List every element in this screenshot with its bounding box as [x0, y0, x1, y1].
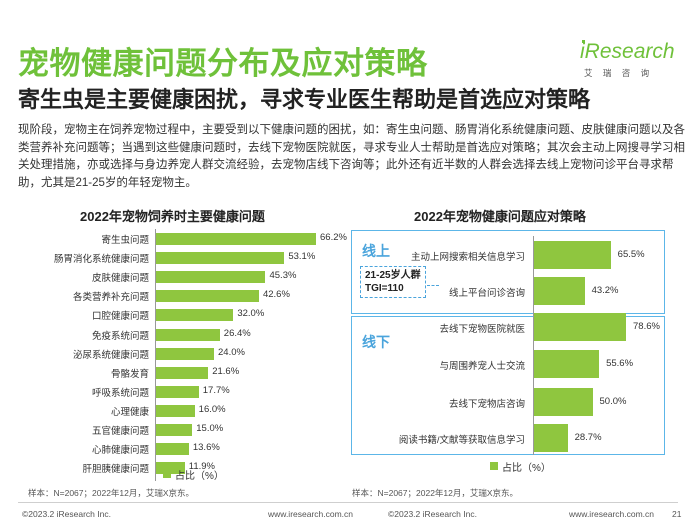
right-chart-title: 2022年宠物健康问题应对策略 [414, 209, 586, 224]
left-bar [156, 424, 193, 436]
left-value-label: 21.6% [212, 365, 240, 377]
page-subtitle: 寄生虫是主要健康困扰，寻求专业医生帮助是首选应对策略 [18, 87, 591, 112]
left-category-label: 呼吸系统问题 [91, 387, 149, 399]
right-legend-swatch [490, 462, 498, 470]
left-source-note: 样本：N=2067；2022年12月，艾瑞X京东。 [28, 488, 195, 498]
left-url: www.iresearch.com.cn [268, 509, 354, 519]
right-category-label: 与周围养宠人士交流 [439, 361, 525, 372]
offline-group-label: 线下 [362, 334, 390, 350]
age-tgi-callout: 21-25岁人群 TGI=110 [360, 266, 426, 298]
left-value-label: 11.9% [188, 461, 215, 473]
left-value-label: 53.1% [288, 251, 316, 263]
right-chart-axis [533, 236, 534, 455]
right-category-label: 线上平台问诊咨询 [448, 288, 525, 299]
left-category-label: 口腔健康问题 [91, 311, 149, 323]
left-value-label: 42.6% [262, 289, 290, 301]
right-category-label: 阅读书籍/文献等获取信息学习 [398, 435, 525, 446]
right-value-label: 28.7% [574, 432, 602, 443]
left-bar [156, 328, 220, 341]
right-bar [534, 350, 600, 378]
left-legend-swatch [163, 470, 171, 478]
right-category-label: 主动上网搜索相关信息学习 [410, 252, 525, 263]
right-bar [534, 241, 611, 269]
summary-paragraph: 现阶段，宠物主在饲养宠物过程中，主要受到以下健康问题的困扰，如：寄生虫问题、肠胃… [18, 124, 685, 189]
left-value-label: 45.3% [269, 270, 297, 282]
callout-connector [427, 285, 439, 286]
right-source-note: 样本：N=2067；2022年12月，艾瑞X京东。 [352, 488, 519, 498]
footer-divider [18, 502, 678, 503]
online-group-box [351, 230, 665, 314]
right-value-label: 65.5% [617, 249, 645, 260]
right-legend-label: 占比（%） [502, 463, 551, 474]
left-copyright: ©2023.2 iResearch Inc. [22, 509, 111, 519]
left-category-label: 泌尿系统健康问题 [72, 349, 149, 361]
logo-brand: iResearch [580, 40, 675, 63]
left-value-label: 16.0% [198, 403, 226, 415]
left-bar [156, 290, 259, 303]
offline-group-box [351, 316, 665, 455]
left-bar [156, 347, 214, 360]
left-value-label: 66.2% [320, 232, 347, 243]
left-value-label: 13.6% [192, 442, 220, 454]
left-bar [156, 309, 234, 322]
logo-dot-icon [582, 40, 585, 43]
left-value-label: 32.0% [237, 308, 265, 320]
left-bar [156, 385, 199, 398]
right-category-label: 去线下宠物医院就医 [439, 324, 525, 335]
left-category-label: 各类营养补充问题 [72, 292, 149, 304]
left-category-label: 肠胃消化系统健康问题 [53, 254, 149, 266]
right-bar [534, 424, 568, 452]
callout-line-2: TGI=110 [365, 283, 404, 294]
left-value-label: 17.7% [202, 384, 230, 396]
left-bar [156, 252, 285, 265]
left-value-label: 24.0% [218, 346, 245, 358]
left-bar [156, 366, 209, 379]
left-chart-axis [155, 229, 156, 482]
right-category-label: 去线下宠物店咨询 [448, 399, 525, 410]
online-group-label: 线上 [362, 243, 390, 259]
logo-sub: 艾 瑞 咨 询 [584, 68, 654, 78]
right-value-label: 43.2% [591, 285, 619, 296]
iresearch-logo: iResearch 艾 瑞 咨 询 [580, 40, 680, 84]
right-bar [534, 313, 626, 341]
left-category-label: 肝胆胰健康问题 [82, 464, 149, 476]
left-category-label: 皮肤健康问题 [91, 273, 149, 285]
right-bar [534, 277, 585, 305]
page-title: 宠物健康问题分布及应对策略 [18, 46, 428, 81]
page-number: 21 [672, 509, 682, 519]
left-category-label: 心肺健康问题 [91, 445, 149, 457]
left-value-label: 26.4% [223, 327, 251, 339]
left-category-label: 心理健康 [110, 406, 149, 418]
left-category-label: 五官健康问题 [91, 426, 149, 437]
right-value-label: 55.6% [606, 358, 634, 369]
right-copyright: ©2023.2 iResearch Inc. [388, 509, 477, 519]
left-category-label: 骨骼发育 [110, 368, 149, 380]
right-url: www.iresearch.com.cn [569, 509, 655, 519]
left-legend-label: 占比（%） [175, 471, 224, 482]
left-bar [156, 443, 189, 456]
right-value-label: 78.6% [633, 321, 660, 332]
left-category-label: 免疫系统问题 [91, 330, 149, 342]
left-bar [156, 404, 195, 417]
left-chart-title: 2022年宠物饲养时主要健康问题 [80, 209, 265, 224]
left-bar [156, 233, 316, 245]
callout-line-1: 21-25岁人群 [365, 270, 421, 281]
right-value-label: 50.0% [599, 396, 627, 407]
left-bar [156, 271, 266, 284]
right-bar [534, 388, 593, 416]
left-value-label: 15.0% [196, 423, 224, 434]
left-category-label: 寄生虫问题 [101, 235, 149, 246]
